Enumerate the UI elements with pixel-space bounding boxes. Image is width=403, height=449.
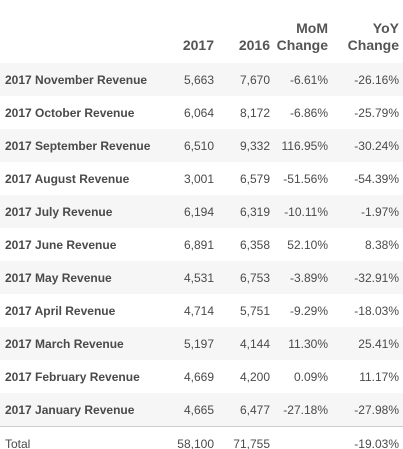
row-label: 2017 April Revenue: [5, 303, 116, 318]
table-row: 2017 May Revenue 4,531 6,753 -3.89% -32.…: [0, 261, 403, 294]
cell-mom: -51.56%: [283, 171, 328, 186]
cell-yoy: -26.16%: [354, 72, 399, 87]
table-row: 2017 January Revenue 4,665 6,477 -27.18%…: [0, 393, 403, 427]
table-row: 2017 July Revenue 6,194 6,319 -10.11% -1…: [0, 195, 403, 228]
cell-mom: -27.18%: [283, 402, 328, 417]
table-row: 2017 June Revenue 6,891 6,358 52.10% 8.3…: [0, 228, 403, 261]
cell-yoy: 25.41%: [358, 336, 399, 351]
total-yoy: -19.03%: [332, 426, 403, 449]
cell-mom: -9.29%: [289, 303, 328, 318]
cell-2017: 6,510: [183, 138, 214, 153]
table-row: 2017 November Revenue 5,663 7,670 -6.61%…: [0, 63, 403, 96]
total-mom: [274, 426, 332, 449]
cell-yoy: 8.38%: [364, 237, 399, 252]
cell-2016: 8,172: [239, 105, 270, 120]
row-label: 2017 January Revenue: [5, 402, 135, 417]
header-label: [0, 0, 164, 63]
cell-mom: -3.89%: [289, 270, 328, 285]
cell-yoy: -27.98%: [354, 402, 399, 417]
cell-mom: 0.09%: [293, 369, 328, 384]
cell-yoy: -54.39%: [354, 171, 399, 186]
cell-2017: 6,891: [183, 237, 214, 252]
table-row: 2017 April Revenue 4,714 5,751 -9.29% -1…: [0, 294, 403, 327]
header-yoy-change: YoY Change: [332, 0, 403, 63]
cell-2016: 4,200: [239, 369, 270, 384]
cell-2016: 4,144: [239, 336, 270, 351]
cell-2017: 4,665: [183, 402, 214, 417]
row-label: 2017 October Revenue: [5, 105, 135, 120]
row-label: 2017 September Revenue: [5, 138, 151, 153]
cell-2016: 6,579: [239, 171, 270, 186]
cell-mom: -10.11%: [284, 204, 328, 219]
cell-yoy: -1.97%: [360, 204, 399, 219]
total-2017: 58,100: [164, 426, 218, 449]
cell-mom: 11.30%: [288, 336, 328, 351]
row-label: 2017 February Revenue: [5, 369, 140, 384]
row-label: 2017 November Revenue: [5, 72, 148, 87]
cell-yoy: -32.91%: [354, 270, 399, 285]
cell-mom: 116.95%: [281, 138, 328, 153]
cell-2017: 3,001: [183, 171, 214, 186]
table-header: 2017 2016 MoM Change YoY Change: [0, 0, 403, 63]
cell-mom: 52.10%: [287, 237, 328, 252]
cell-2017: 5,197: [183, 336, 214, 351]
table-row: 2017 September Revenue 6,510 9,332 116.9…: [0, 129, 403, 162]
cell-2016: 9,332: [239, 138, 270, 153]
cell-2016: 7,670: [239, 72, 270, 87]
row-label: 2017 March Revenue: [5, 336, 124, 351]
header-yoy-line1: YoY: [372, 20, 399, 36]
cell-2017: 4,714: [183, 303, 214, 318]
cell-2016: 6,358: [239, 237, 270, 252]
total-label: Total: [0, 426, 164, 449]
cell-mom: -6.61%: [289, 72, 328, 87]
table-row: 2017 August Revenue 3,001 6,579 -51.56% …: [0, 162, 403, 195]
table-row: 2017 March Revenue 5,197 4,144 11.30% 25…: [0, 327, 403, 360]
header-2016: 2016: [238, 37, 270, 53]
cell-2017: 6,194: [183, 204, 214, 219]
cell-yoy: -30.24%: [354, 138, 399, 153]
table-row: 2017 February Revenue 4,669 4,200 0.09% …: [0, 360, 403, 393]
row-label: 2017 July Revenue: [5, 204, 113, 219]
cell-mom: -6.86%: [289, 105, 328, 120]
header-2017: 2017: [182, 37, 214, 53]
header-mom-line2: Change: [276, 37, 328, 53]
cell-2017: 4,531: [183, 270, 214, 285]
header-mom-change: MoM Change: [274, 0, 332, 63]
total-2016: 71,755: [218, 426, 274, 449]
cell-yoy: -18.03%: [354, 303, 399, 318]
header-row: 2017 2016 MoM Change YoY Change: [0, 0, 403, 63]
cell-yoy: -25.79%: [354, 105, 399, 120]
cell-yoy: 11.17%: [359, 369, 399, 384]
header-yoy-line2: Change: [347, 37, 399, 53]
table-row: 2017 October Revenue 6,064 8,172 -6.86% …: [0, 96, 403, 129]
cell-2016: 6,753: [239, 270, 270, 285]
cell-2016: 5,751: [239, 303, 270, 318]
cell-2017: 6,064: [183, 105, 214, 120]
row-label: 2017 August Revenue: [5, 171, 130, 186]
cell-2016: 6,477: [239, 402, 270, 417]
cell-2016: 6,319: [239, 204, 270, 219]
table-body: 2017 November Revenue 5,663 7,670 -6.61%…: [0, 63, 403, 427]
cell-2017: 4,669: [183, 369, 214, 384]
table-footer: Total 58,100 71,755 -19.03%: [0, 426, 403, 449]
total-row: Total 58,100 71,755 -19.03%: [0, 426, 403, 449]
row-label: 2017 May Revenue: [5, 270, 112, 285]
header-mom-line1: MoM: [296, 20, 328, 36]
cell-2017: 5,663: [183, 72, 214, 87]
row-label: 2017 June Revenue: [5, 237, 117, 252]
